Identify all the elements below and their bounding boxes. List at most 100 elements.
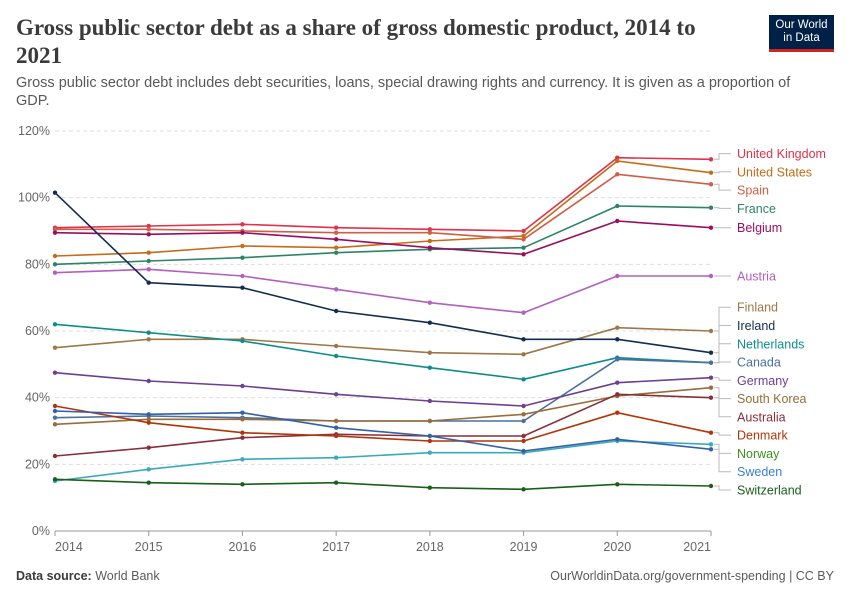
- series-line-germany: [54, 371, 712, 407]
- data-point-south-korea: [708, 385, 714, 390]
- x-tick-label: 2018: [416, 540, 444, 554]
- data-point-sweden: [240, 410, 245, 415]
- data-point-sweden: [427, 433, 433, 439]
- series-label-austria: Austria: [737, 270, 776, 284]
- data-point-finland: [146, 337, 151, 342]
- chart-title: Gross public sector debt as a share of g…: [16, 15, 696, 68]
- data-point-switzerland: [333, 480, 339, 485]
- series-label-norway: Norway: [737, 447, 780, 461]
- data-source-value[interactable]: World Bank: [95, 569, 160, 583]
- data-point-denmark: [615, 410, 620, 415]
- data-point-finland: [521, 352, 526, 357]
- data-point-finland: [333, 343, 339, 349]
- data-point-australia: [52, 453, 58, 459]
- series-label-australia: Australia: [737, 410, 786, 424]
- data-point-switzerland: [708, 483, 714, 489]
- data-point-sweden: [333, 425, 339, 430]
- series-label-belgium: Belgium: [737, 221, 782, 235]
- data-point-united-states: [240, 243, 245, 249]
- data-point-netherlands: [146, 330, 151, 335]
- data-point-sweden: [708, 447, 714, 452]
- label-connector-united-states: [714, 171, 731, 174]
- data-source-label: Data source:: [16, 569, 92, 583]
- data-point-austria: [52, 270, 58, 275]
- data-point-united-states: [427, 238, 433, 244]
- series-label-germany: Germany: [737, 374, 789, 388]
- data-point-ireland: [615, 337, 620, 342]
- series-line-canada: [54, 358, 712, 422]
- label-connector-australia: [714, 397, 731, 418]
- series-line-united-kingdom: [54, 156, 712, 232]
- data-point-france: [52, 262, 58, 267]
- data-point-ireland: [146, 280, 151, 285]
- data-point-norway: [333, 455, 339, 460]
- data-point-sweden: [52, 408, 58, 414]
- data-point-france: [333, 250, 339, 255]
- series-line-france: [54, 205, 712, 266]
- x-tick-label: 2016: [229, 540, 257, 554]
- data-point-australia: [240, 435, 245, 440]
- label-connector-france: [714, 207, 731, 209]
- series-line-denmark: [54, 405, 712, 442]
- data-point-austria: [427, 300, 433, 305]
- data-point-spain: [521, 237, 526, 242]
- data-point-united-kingdom: [146, 223, 151, 229]
- data-point-spain: [52, 227, 58, 232]
- data-point-austria: [333, 287, 339, 292]
- label-connector-south-korea: [714, 387, 731, 400]
- data-point-united-states: [615, 158, 620, 164]
- data-point-united-kingdom: [427, 227, 433, 232]
- data-point-switzerland: [52, 477, 58, 482]
- data-point-united-kingdom: [521, 228, 526, 234]
- label-connector-ireland: [714, 325, 731, 354]
- data-point-belgium: [146, 232, 151, 237]
- y-tick-label: 0%: [32, 524, 50, 538]
- data-point-canada: [521, 418, 526, 424]
- data-point-france: [240, 255, 245, 260]
- y-tick-label: 20%: [25, 457, 50, 471]
- data-point-united-kingdom: [240, 222, 245, 227]
- series-label-south-korea: South Korea: [737, 392, 807, 406]
- y-tick-label: 60%: [25, 324, 50, 338]
- data-point-spain: [146, 227, 151, 232]
- data-point-canada: [708, 360, 714, 365]
- data-point-austria: [615, 273, 620, 279]
- data-point-switzerland: [615, 482, 620, 487]
- series-label-spain: Spain: [737, 184, 769, 198]
- data-point-ireland: [52, 190, 58, 195]
- x-tick-label: 2019: [510, 540, 538, 554]
- data-point-finland: [708, 328, 714, 334]
- logo-line-1: Our World: [775, 19, 828, 31]
- data-point-finland: [427, 350, 433, 355]
- label-connector-germany: [714, 377, 731, 381]
- series-label-canada: Canada: [737, 356, 781, 370]
- data-point-south-korea: [52, 422, 58, 427]
- data-point-sweden: [521, 448, 526, 454]
- chart-subtitle: Gross public sector debt includes debt s…: [16, 75, 791, 110]
- data-point-united-kingdom: [333, 225, 339, 230]
- y-tick-label: 120%: [18, 124, 50, 138]
- series-label-denmark: Denmark: [737, 429, 788, 443]
- owid-logo[interactable]: Our World in Data: [769, 15, 834, 52]
- data-point-germany: [427, 398, 433, 404]
- y-tick-label: 100%: [18, 191, 50, 205]
- series-line-spain: [55, 173, 712, 241]
- source-url[interactable]: OurWorldinData.org/government-spending |…: [550, 569, 834, 583]
- series-label-sweden: Sweden: [737, 465, 782, 479]
- data-point-denmark: [521, 438, 526, 444]
- data-point-spain: [333, 230, 339, 235]
- data-point-belgium: [240, 230, 245, 235]
- x-tick-label: 2017: [322, 540, 350, 554]
- data-point-belgium: [708, 225, 714, 230]
- data-point-finland: [615, 325, 620, 330]
- data-point-sweden: [615, 437, 620, 442]
- data-point-netherlands: [521, 377, 526, 382]
- data-point-france: [521, 245, 526, 250]
- label-connector-united-kingdom: [714, 153, 731, 160]
- series-line-sweden: [54, 410, 712, 452]
- data-point-austria: [240, 273, 245, 279]
- data-point-united-states: [333, 245, 339, 250]
- x-tick-label: 2020: [603, 540, 631, 554]
- data-point-germany: [52, 370, 58, 375]
- data-point-germany: [240, 383, 245, 389]
